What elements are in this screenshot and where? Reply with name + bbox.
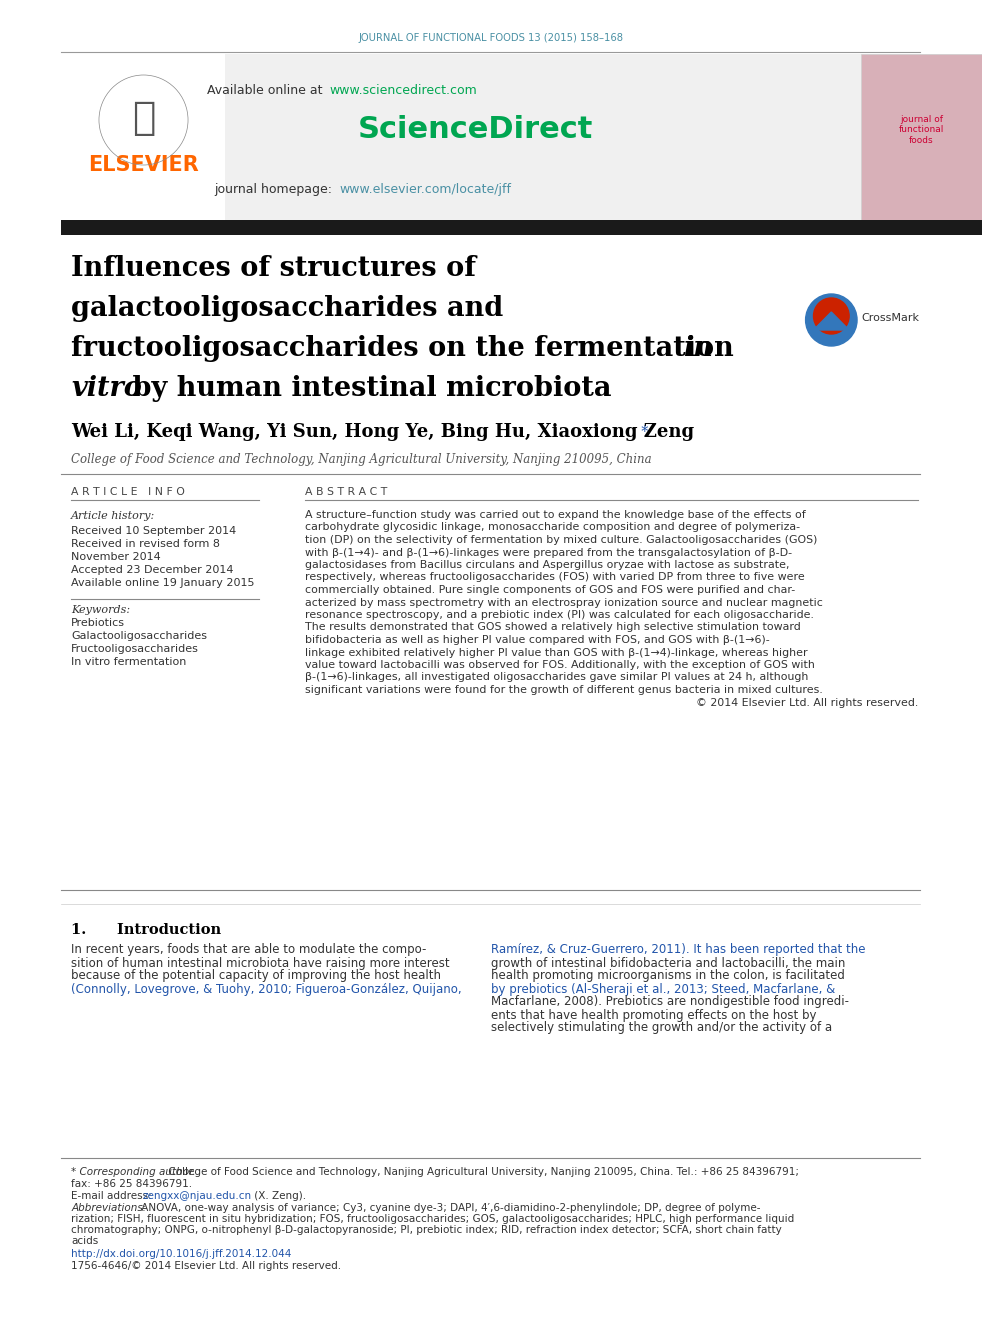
- Text: Received in revised form 8: Received in revised form 8: [71, 538, 220, 549]
- Text: galactosidases from Bacillus circulans and Aspergillus oryzae with lactose as su: galactosidases from Bacillus circulans a…: [305, 560, 790, 570]
- Circle shape: [806, 294, 857, 347]
- Text: 🌲: 🌲: [132, 99, 155, 138]
- Text: acterized by mass spectrometry with an electrospray ionization source and nuclea: acterized by mass spectrometry with an e…: [305, 598, 822, 607]
- Polygon shape: [813, 312, 849, 329]
- Text: respectively, whereas fructooligosaccharides (FOS) with varied DP from three to : respectively, whereas fructooligosacchar…: [305, 573, 805, 582]
- Text: chromatography; ONPG, o-nitrophenyl β-D-galactopyranoside; PI, prebiotic index; : chromatography; ONPG, o-nitrophenyl β-D-…: [71, 1225, 782, 1234]
- Text: ScienceDirect: ScienceDirect: [357, 115, 593, 144]
- Text: zengxx@njau.edu.cn: zengxx@njau.edu.cn: [143, 1191, 252, 1201]
- Text: * Corresponding author.: * Corresponding author.: [71, 1167, 195, 1177]
- FancyBboxPatch shape: [62, 54, 224, 222]
- Text: Wei Li, Keqi Wang, Yi Sun, Hong Ye, Bing Hu, Xiaoxiong Zeng: Wei Li, Keqi Wang, Yi Sun, Hong Ye, Bing…: [71, 423, 694, 441]
- Text: with β-(1→4)- and β-(1→6)-linkages were prepared from the transgalactosylation o: with β-(1→4)- and β-(1→6)-linkages were …: [305, 548, 792, 557]
- Text: ELSEVIER: ELSEVIER: [88, 155, 198, 175]
- Text: www.sciencedirect.com: www.sciencedirect.com: [329, 83, 477, 97]
- Text: health promoting microorganisms in the colon, is facilitated: health promoting microorganisms in the c…: [491, 970, 845, 983]
- Text: Keywords:: Keywords:: [71, 605, 130, 615]
- Text: 1.      Introduction: 1. Introduction: [71, 923, 221, 937]
- Text: Accepted 23 December 2014: Accepted 23 December 2014: [71, 565, 234, 576]
- Text: Received 10 September 2014: Received 10 September 2014: [71, 527, 236, 536]
- Text: JOURNAL OF FUNCTIONAL FOODS 13 (2015) 158–168: JOURNAL OF FUNCTIONAL FOODS 13 (2015) 15…: [358, 33, 623, 44]
- Text: sition of human intestinal microbiota have raising more interest: sition of human intestinal microbiota ha…: [71, 957, 450, 970]
- Text: (Connolly, Lovegrove, & Tuohy, 2010; Figueroa-González, Quijano,: (Connolly, Lovegrove, & Tuohy, 2010; Fig…: [71, 983, 462, 995]
- Text: Macfarlane, 2008). Prebiotics are nondigestible food ingredi-: Macfarlane, 2008). Prebiotics are nondig…: [491, 995, 849, 1008]
- Text: growth of intestinal bifidobacteria and lactobacilli, the main: growth of intestinal bifidobacteria and …: [491, 957, 845, 970]
- Text: β-(1→6)-linkages, all investigated oligosaccharides gave similar PI values at 24: β-(1→6)-linkages, all investigated oligo…: [305, 672, 808, 683]
- Text: Fructooligosaccharides: Fructooligosaccharides: [71, 644, 199, 654]
- Text: linkage exhibited relatively higher PI value than GOS with β-(1→4)-linkage, wher: linkage exhibited relatively higher PI v…: [305, 647, 807, 658]
- Text: ents that have health promoting effects on the host by: ents that have health promoting effects …: [491, 1008, 816, 1021]
- Text: by human intestinal microbiota: by human intestinal microbiota: [123, 374, 611, 401]
- Text: carbohydrate glycosidic linkage, monosaccharide composition and degree of polyme: carbohydrate glycosidic linkage, monosac…: [305, 523, 800, 532]
- Text: tion (DP) on the selectivity of fermentation by mixed culture. Galactooligosacch: tion (DP) on the selectivity of fermenta…: [305, 534, 817, 545]
- Text: significant variations were found for the growth of different genus bacteria in : significant variations were found for th…: [305, 685, 822, 695]
- Text: ANOVA, one-way analysis of variance; Cy3, cyanine dye-3; DAPI, 4′,6-diamidino-2-: ANOVA, one-way analysis of variance; Cy3…: [138, 1203, 760, 1213]
- Text: A R T I C L E   I N F O: A R T I C L E I N F O: [71, 487, 186, 497]
- Text: CrossMark: CrossMark: [861, 314, 919, 323]
- Text: by prebiotics (Al-Sheraji et al., 2013; Steed, Macfarlane, &: by prebiotics (Al-Sheraji et al., 2013; …: [491, 983, 835, 995]
- Text: rization; FISH, fluorescent in situ hybridization; FOS, fructooligosaccharides; : rization; FISH, fluorescent in situ hybr…: [71, 1215, 795, 1224]
- Text: 1756-4646/© 2014 Elsevier Ltd. All rights reserved.: 1756-4646/© 2014 Elsevier Ltd. All right…: [71, 1261, 341, 1271]
- Text: Available online 19 January 2015: Available online 19 January 2015: [71, 578, 255, 587]
- Text: A B S T R A C T: A B S T R A C T: [305, 487, 387, 497]
- Text: (X. Zeng).: (X. Zeng).: [251, 1191, 307, 1201]
- Circle shape: [813, 298, 849, 333]
- Text: *: *: [637, 425, 649, 439]
- Text: journal homepage:: journal homepage:: [214, 184, 336, 197]
- Text: in: in: [682, 335, 713, 361]
- FancyBboxPatch shape: [861, 54, 982, 222]
- Text: fructooligosaccharides on the fermentation: fructooligosaccharides on the fermentati…: [71, 335, 744, 361]
- Text: November 2014: November 2014: [71, 552, 161, 562]
- Text: selectively stimulating the growth and/or the activity of a: selectively stimulating the growth and/o…: [491, 1021, 832, 1035]
- Text: commercially obtained. Pure single components of GOS and FOS were purified and c: commercially obtained. Pure single compo…: [305, 585, 795, 595]
- Text: value toward lactobacilli was observed for FOS. Additionally, with the exception: value toward lactobacilli was observed f…: [305, 660, 814, 669]
- Text: fax: +86 25 84396791.: fax: +86 25 84396791.: [71, 1179, 192, 1189]
- Text: The results demonstrated that GOS showed a relatively high selective stimulation: The results demonstrated that GOS showed…: [305, 623, 801, 632]
- Text: journal of
functional
foods: journal of functional foods: [899, 115, 944, 146]
- Text: bifidobacteria as well as higher PI value compared with FOS, and GOS with β-(1→6: bifidobacteria as well as higher PI valu…: [305, 635, 770, 646]
- Text: http://dx.doi.org/10.1016/j.jff.2014.12.044: http://dx.doi.org/10.1016/j.jff.2014.12.…: [71, 1249, 292, 1259]
- Text: Galactooligosaccharides: Galactooligosaccharides: [71, 631, 207, 642]
- Text: www.elsevier.com/locate/jff: www.elsevier.com/locate/jff: [339, 184, 512, 197]
- Text: In vitro fermentation: In vitro fermentation: [71, 658, 186, 667]
- Text: Article history:: Article history:: [71, 511, 156, 521]
- Text: In recent years, foods that are able to modulate the compo-: In recent years, foods that are able to …: [71, 943, 427, 957]
- FancyBboxPatch shape: [62, 54, 861, 222]
- Text: galactooligosaccharides and: galactooligosaccharides and: [71, 295, 504, 321]
- Text: because of the potential capacity of improving the host health: because of the potential capacity of imp…: [71, 970, 441, 983]
- Text: Prebiotics: Prebiotics: [71, 618, 125, 628]
- Text: College of Food Science and Technology, Nanjing Agricultural University, Nanjing: College of Food Science and Technology, …: [71, 454, 652, 467]
- Text: Abbreviations:: Abbreviations:: [71, 1203, 147, 1213]
- FancyBboxPatch shape: [62, 220, 982, 235]
- Text: © 2014 Elsevier Ltd. All rights reserved.: © 2014 Elsevier Ltd. All rights reserved…: [696, 697, 919, 708]
- Text: resonance spectroscopy, and a prebiotic index (PI) was calculated for each oligo: resonance spectroscopy, and a prebiotic …: [305, 610, 813, 620]
- Text: Ramírez, & Cruz-Guerrero, 2011). It has been reported that the: Ramírez, & Cruz-Guerrero, 2011). It has …: [491, 943, 865, 957]
- Text: Available online at: Available online at: [207, 83, 326, 97]
- Text: Influences of structures of: Influences of structures of: [71, 254, 476, 282]
- Text: A structure–function study was carried out to expand the knowledge base of the e: A structure–function study was carried o…: [305, 509, 806, 520]
- Text: College of Food Science and Technology, Nanjing Agricultural University, Nanjing: College of Food Science and Technology, …: [166, 1167, 800, 1177]
- Text: acids: acids: [71, 1236, 98, 1246]
- Text: vitro: vitro: [71, 374, 142, 401]
- Text: E-mail address:: E-mail address:: [71, 1191, 156, 1201]
